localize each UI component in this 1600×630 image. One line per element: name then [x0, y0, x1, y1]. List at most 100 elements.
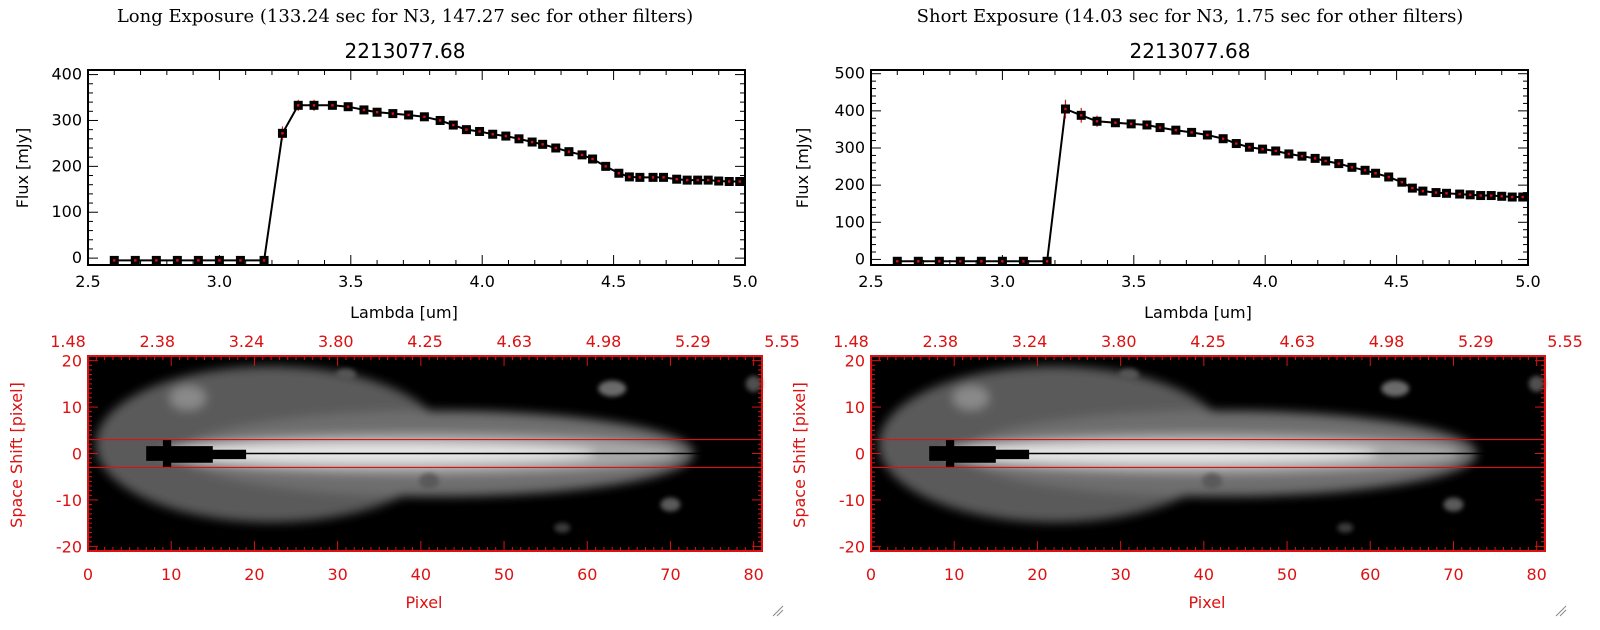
long-spectrum-xtick-label: 4.0: [469, 272, 494, 291]
long-exposure-plot-area: 2.5 3.0 3.5 4.0 4.5 5.0 0 100 200 300 400: [51, 65, 757, 291]
short-spectrum-data-point-core: [917, 260, 920, 263]
short-spectrum-xtick-label: 2.5: [858, 272, 883, 291]
long-spectrum-data-point-core: [331, 104, 334, 107]
short-spectrum-data-point-core: [1313, 157, 1317, 160]
short-exposure-spectrum-panel: Short Exposure (14.03 sec for N3, 1.75 s…: [793, 6, 1541, 322]
short-2d-faint-source: [1118, 368, 1139, 381]
long-exposure-spectrum-panel: Long Exposure (133.24 sec for N3, 147.27…: [13, 6, 758, 322]
short-spectrum-data-point-core: [1411, 186, 1414, 190]
long-spectrum-data-point-core: [478, 130, 481, 133]
short-2d-top-tick-label: 2.38: [922, 332, 958, 351]
short-exposure-title: Short Exposure (14.03 sec for N3, 1.75 s…: [917, 6, 1464, 27]
short-spectrum-xtick-label: 3.0: [990, 272, 1015, 291]
short-exposure-ylabel: Flux [mJy]: [793, 128, 812, 209]
short-spectrum-data-point-core: [1324, 159, 1327, 163]
short-spectrum-data-point-core: [1458, 192, 1461, 196]
short-exposure-subtitle: 2213077.68: [1130, 39, 1251, 63]
long-spectrum-data-point-core: [375, 111, 379, 114]
short-spectrum-ytick-label: 300: [834, 138, 865, 157]
short-spectrum-data-point-core: [1080, 114, 1083, 117]
short-2d-ytick-label: -20: [839, 537, 865, 556]
long-spectrum-data-point-core: [218, 259, 221, 262]
long-spectrum-data-point-core: [113, 259, 116, 262]
long-spectrum-data-point-core: [197, 259, 200, 262]
long-spectrum-data-point-core: [738, 180, 741, 183]
short-spectrum-data-point-core: [1511, 195, 1514, 199]
short-2d-xlabel: Pixel: [1188, 593, 1225, 612]
long-spectrum-data-point-core: [391, 112, 395, 115]
short-exposure-plot-area: 2.5 3.0 3.5 4.0 4.5 5.0 0 100 200 300 400 500: [834, 64, 1540, 291]
long-exposure-ylabel: Flux [mJy]: [13, 128, 32, 209]
short-spectrum-data-point-core: [1287, 152, 1291, 156]
long-2d-faint-sources: [335, 368, 762, 533]
long-spectrum-data-point-core: [696, 178, 699, 182]
short-2d-xtick-label: 20: [1027, 565, 1047, 584]
long-2d-xtick-label: 70: [660, 565, 680, 584]
short-spectrum-data-point-core: [1064, 107, 1067, 111]
long-spectrum-data-point-core: [262, 259, 266, 262]
long-2d-top-tick-label: 5.29: [675, 332, 711, 351]
short-spectrum-data-point-core: [1374, 172, 1377, 175]
short-spectrum-data-point-core: [1434, 191, 1438, 194]
short-2d-source-mask: [929, 439, 1030, 468]
resize-grip-icon[interactable]: [772, 605, 784, 617]
long-spectrum-data-point-core: [541, 143, 544, 146]
long-2d-ytick-label: 10: [62, 398, 82, 417]
short-spectrum-data-point-core: [1421, 189, 1425, 193]
long-spectrum-data-point-core: [662, 176, 665, 179]
long-spectrum-data-point-core: [312, 104, 316, 107]
short-exposure-xlabel: Lambda [um]: [1144, 303, 1252, 322]
long-spectrum-data-point-core: [617, 172, 621, 175]
long-2d-ytick-label: -10: [56, 491, 82, 510]
long-spectrum-ytick-label: 300: [51, 110, 82, 129]
long-spectrum-data-point-core: [465, 128, 468, 131]
short-spectrum-data-point-core: [1145, 123, 1149, 127]
short-spectrum-data-point-core: [1445, 192, 1448, 195]
short-spectrum-data-point-core: [1500, 195, 1503, 198]
long-exposure-xlabel: Lambda [um]: [350, 303, 458, 322]
long-spectrum-ytick-label: 0: [72, 248, 82, 267]
long-spectrum-ytick-label: 400: [51, 65, 82, 84]
long-spectrum-data-point-core: [407, 113, 410, 117]
long-spectrum-data-point-core: [554, 146, 557, 150]
long-spectrum-data-point-core: [438, 119, 442, 122]
short-spectrum-data-point-core: [1114, 121, 1117, 124]
long-spectrum-data-point-core: [452, 123, 455, 127]
long-spectrum-data-point-core: [155, 259, 158, 262]
short-spectrum-ytick-label: 100: [834, 212, 865, 231]
long-spectrum-data-point-core: [591, 157, 594, 161]
short-2d-xtick-label: 60: [1360, 565, 1380, 584]
resize-grip-icon[interactable]: [1555, 605, 1567, 617]
long-spectrum-xtick-label: 4.5: [601, 272, 626, 291]
long-2d-ylabel: Space Shift [pixel]: [7, 382, 26, 528]
long-spectrum-data-point-core: [504, 134, 508, 138]
short-2d-xtick-label: 40: [1194, 565, 1214, 584]
short-spectrum-data-point-core: [959, 260, 962, 263]
long-2d-faint-source: [745, 375, 762, 392]
short-spectrum-ytick-label: 500: [834, 64, 865, 83]
short-2d-ytick-label: 20: [845, 352, 865, 371]
short-2d-top-tick-label: 4.25: [1190, 332, 1226, 351]
short-spectrum-data-point-core: [1468, 193, 1472, 196]
long-exposure-title: Long Exposure (133.24 sec for N3, 147.27…: [117, 6, 693, 27]
long-spectrum-data-point-core: [707, 178, 710, 182]
short-spectrum-data-point-core: [1490, 194, 1493, 197]
short-2d-top-tick-label: 3.24: [1012, 332, 1048, 351]
long-2d-xtick-label: 50: [494, 565, 514, 584]
short-spectrum-data-point-core: [1261, 147, 1264, 151]
long-spectrum-data-point-core: [567, 150, 571, 153]
short-spectrum-xtick-label: 4.0: [1252, 272, 1277, 291]
long-2d-xtick-label: 10: [161, 565, 181, 584]
short-2d-top-tick-label: 4.63: [1279, 332, 1315, 351]
short-spectrum-data-point-core: [1248, 146, 1251, 149]
long-spectrum-data-point-core: [628, 175, 631, 179]
short-2d-faint-source: [1381, 380, 1410, 397]
short-2d-ytick-label: 0: [855, 445, 865, 464]
short-2d-top-tick-label: 1.48: [833, 332, 869, 351]
long-spectrum-data-point-core: [346, 105, 350, 108]
short-2d-xtick-label: 0: [866, 565, 876, 584]
long-spectrum-xtick-label: 2.5: [75, 272, 100, 291]
long-spectrum-data-point-core: [728, 180, 731, 183]
long-2d-ytick-label: 0: [72, 445, 82, 464]
